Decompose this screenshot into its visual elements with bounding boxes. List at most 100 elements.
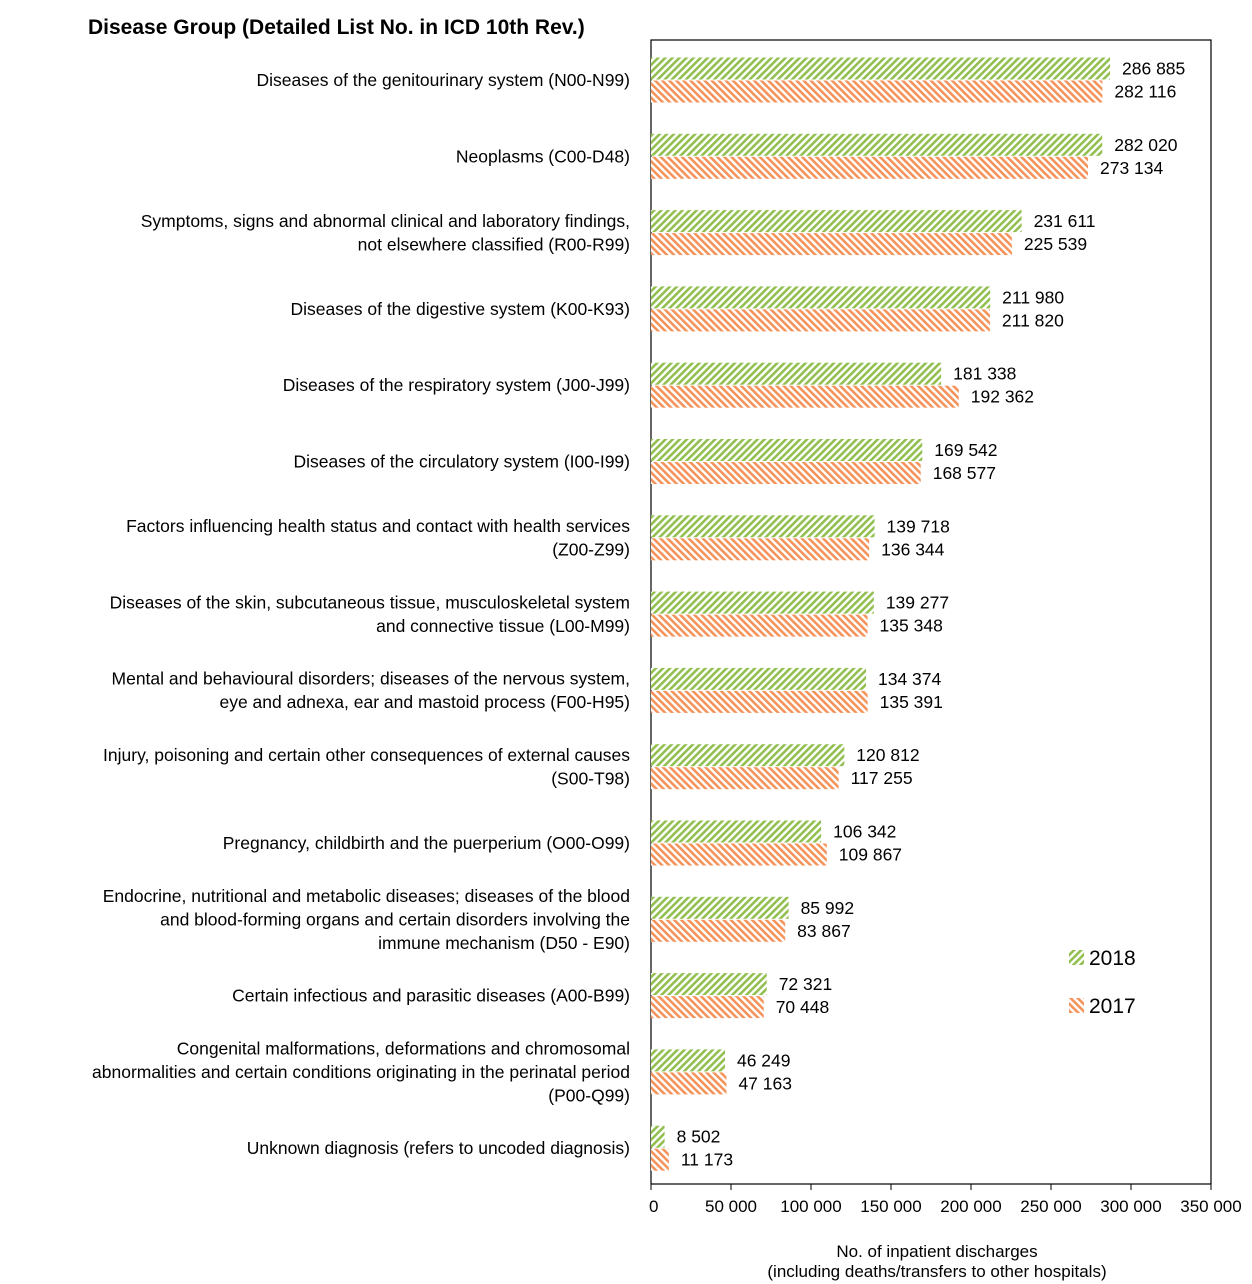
bar-2018-2 (651, 133, 1103, 156)
bars-layer (651, 57, 1111, 1171)
value-label-2018-2: 282 020 (1114, 135, 1178, 155)
value-label-2017-4: 211 820 (1002, 310, 1064, 330)
category-label-12-line-1: Endocrine, nutritional and metabolic dis… (103, 886, 630, 906)
value-label-2017-9: 135 391 (880, 692, 943, 712)
value-label-2018-10: 120 812 (856, 745, 919, 765)
bar-2018-7 (651, 515, 875, 538)
category-label-11: Pregnancy, childbirth and the puerperium… (223, 833, 630, 853)
x-tick-label-3: 150 000 (860, 1197, 921, 1216)
category-label-10-line-1: Injury, poisoning and certain other cons… (103, 745, 630, 765)
category-label-8-line-1: Diseases of the skin, subcutaneous tissu… (110, 592, 630, 612)
bar-2018-14 (651, 1049, 725, 1072)
category-label-14-line-1: Congenital malformations, deformations a… (177, 1038, 630, 1058)
x-axis-title-line-2: (including deaths/transfers to other hos… (767, 1262, 1106, 1281)
value-labels-layer: 286 885 282 116 282 020 273 134 231 611 225 5… (677, 59, 1186, 1170)
category-label-12-line-3: immune mechanism (D50 - E90) (378, 933, 630, 953)
bar-2018-9 (651, 667, 866, 690)
category-label-9-line-2: eye and adnexa, ear and mastoid process … (219, 692, 630, 712)
value-label-2018-1: 286 885 (1122, 59, 1185, 79)
value-label-2017-7: 136 344 (881, 539, 945, 559)
category-label-6: Diseases of the circulatory system (I00-… (293, 452, 630, 472)
bar-2017-3 (651, 233, 1012, 256)
bar-2017-9 (651, 690, 868, 713)
value-label-2018-5: 181 338 (953, 364, 1016, 384)
value-label-2017-3: 225 539 (1024, 234, 1087, 254)
category-label-12-line-2: and blood-forming organs and certain dis… (160, 909, 630, 929)
legend-swatch-2017 (1069, 998, 1084, 1013)
bar-2017-12 (651, 919, 786, 942)
bar-2018-8 (651, 591, 874, 614)
category-label-14-line-3: (P00-Q99) (548, 1085, 630, 1105)
value-label-2018-14: 46 249 (737, 1050, 791, 1070)
bar-2017-14 (651, 1072, 727, 1095)
bar-2018-4 (651, 286, 991, 309)
category-label-9-line-1: Mental and behavioural disorders; diseas… (112, 669, 630, 689)
category-label-13: Certain infectious and parasitic disease… (232, 986, 630, 1006)
x-tick-label-7: 350 000 (1180, 1197, 1241, 1216)
value-label-2017-12: 83 867 (797, 921, 851, 941)
bar-2018-6 (651, 439, 923, 461)
bar-2018-15 (651, 1125, 665, 1148)
bar-2017-7 (651, 538, 870, 561)
bar-2017-4 (651, 309, 990, 332)
value-label-2018-15: 8 502 (677, 1127, 721, 1147)
x-tick-label-0: 0 (649, 1197, 658, 1216)
bar-2017-13 (651, 996, 764, 1019)
bar-2018-1 (651, 57, 1111, 80)
category-label-10-line-2: (S00-T98) (551, 768, 630, 788)
x-tick-label-2: 100 000 (780, 1197, 841, 1216)
category-label-4: Diseases of the digestive system (K00-K9… (291, 299, 630, 319)
value-label-2017-5: 192 362 (971, 387, 1034, 407)
x-tick-label-1: 50 000 (705, 1197, 757, 1216)
x-tick-label-5: 250 000 (1020, 1197, 1081, 1216)
bar-2018-12 (651, 896, 789, 919)
value-label-2018-6: 169 542 (934, 440, 997, 460)
x-axis-title-line-1: No. of inpatient discharges (836, 1242, 1037, 1261)
bar-2017-11 (651, 843, 827, 866)
legend-label-2018: 2018 (1089, 947, 1136, 970)
category-label-3-line-1: Symptoms, signs and abnormal clinical an… (141, 211, 630, 231)
bar-2018-5 (651, 362, 942, 385)
value-label-2017-6: 168 577 (933, 463, 996, 483)
value-label-2018-4: 211 980 (1002, 287, 1064, 307)
value-label-2018-11: 106 342 (833, 822, 896, 842)
value-label-2017-11: 109 867 (839, 845, 902, 865)
x-tick-label-4: 200 000 (940, 1197, 1001, 1216)
category-label-7-line-2: (Z00-Z99) (552, 540, 630, 560)
value-label-2018-13: 72 321 (779, 974, 833, 994)
bar-2017-5 (651, 385, 959, 408)
value-label-2018-7: 139 718 (887, 516, 950, 536)
bar-2017-1 (651, 80, 1103, 103)
category-label-1: Diseases of the genitourinary system (N0… (257, 70, 631, 90)
bar-2017-15 (651, 1148, 669, 1171)
value-label-2018-9: 134 374 (878, 669, 942, 689)
legend: 2018 2017 (1069, 947, 1136, 1018)
category-label-14-line-2: abnormalities and certain conditions ori… (92, 1062, 630, 1082)
x-axis-title: No. of inpatient discharges(including de… (767, 1242, 1106, 1281)
x-tick-label-6: 300 000 (1100, 1197, 1161, 1216)
bar-2017-10 (651, 767, 839, 790)
category-label-8-line-2: and connective tissue (L00-M99) (376, 616, 630, 636)
legend-label-2017: 2017 (1089, 995, 1136, 1018)
category-label-7-line-1: Factors influencing health status and co… (126, 516, 630, 536)
bar-2017-6 (651, 462, 921, 484)
bar-2018-3 (651, 210, 1022, 233)
value-label-2018-3: 231 611 (1034, 211, 1096, 231)
value-label-2017-1: 282 116 (1114, 82, 1176, 102)
legend-swatch-2018 (1069, 950, 1084, 965)
bar-2017-8 (651, 614, 868, 637)
value-label-2018-12: 85 992 (801, 898, 855, 918)
bar-2018-11 (651, 820, 822, 843)
category-label-5: Diseases of the respiratory system (J00-… (283, 375, 630, 395)
value-label-2018-8: 139 277 (886, 593, 949, 613)
category-labels-layer: Diseases of the genitourinary system (N0… (92, 70, 630, 1158)
value-label-2017-14: 47 163 (738, 1073, 792, 1093)
value-label-2017-10: 117 255 (851, 768, 913, 788)
x-axis: 0 50 000 100 000 150 000 200 000 250 000 300 0… (649, 1184, 1242, 1216)
category-label-15: Unknown diagnosis (refers to uncoded dia… (247, 1138, 630, 1158)
bar-2018-10 (651, 744, 845, 767)
bar-2017-2 (651, 156, 1089, 179)
value-label-2017-8: 135 348 (880, 616, 943, 636)
chart-heading: Disease Group (Detailed List No. in ICD … (88, 16, 585, 39)
